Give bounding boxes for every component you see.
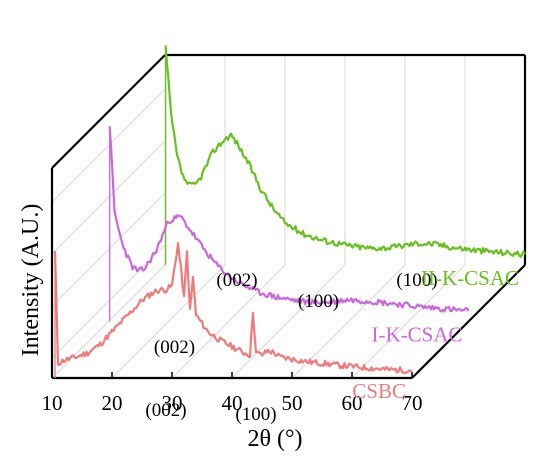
peak-annotation: (002) <box>216 270 257 291</box>
x-axis-title: 2θ (°) <box>247 426 302 452</box>
x-tick-label: 20 <box>102 391 123 415</box>
series-line-i-k-csac <box>108 126 470 313</box>
floor-grid-line <box>111 264 226 379</box>
floor-grid-line <box>351 264 466 379</box>
series-label-layer: CSBC I-K-CSAC II-K-CSAC <box>352 266 519 403</box>
series-label-ii-k-csac: II-K-CSAC <box>421 266 519 290</box>
axis-frame <box>50 53 527 380</box>
left-wall-top-edge <box>51 54 166 169</box>
series-layer <box>53 45 526 378</box>
annotation-layer: (002) (100) (002) (100) (002) (100) <box>145 270 437 425</box>
side-grid-line <box>51 88 166 203</box>
peak-annotation: (002) <box>145 400 186 421</box>
floor-grid-line <box>51 264 166 379</box>
right-floor-edge <box>411 264 526 379</box>
y-axis-title: Intensity (A.U.) <box>18 204 44 357</box>
x-tick-label: 30 <box>162 391 183 415</box>
peak-annotation: (100) <box>396 270 437 291</box>
floor-grid-line <box>231 264 346 379</box>
x-tick-label: 40 <box>222 391 243 415</box>
series-line-ii-k-csac <box>164 45 526 258</box>
series-label-csbc: CSBC <box>352 379 406 403</box>
side-grid-line <box>51 192 166 307</box>
x-tick-label: 50 <box>282 391 303 415</box>
x-tick-label: 60 <box>342 391 363 415</box>
x-tick-labels: 10 20 30 40 50 60 70 <box>42 391 423 415</box>
series-label-i-k-csac: I-K-CSAC <box>371 323 462 347</box>
series-line-csbc <box>53 242 413 375</box>
x-tick-label: 70 <box>402 391 423 415</box>
floor-grid-line <box>171 264 286 379</box>
x-tick-label: 10 <box>42 391 63 415</box>
peak-annotation: (100) <box>298 291 339 312</box>
side-grid-line <box>51 140 166 255</box>
peak-annotation: (100) <box>235 404 276 425</box>
peak-annotation: (002) <box>154 337 195 358</box>
